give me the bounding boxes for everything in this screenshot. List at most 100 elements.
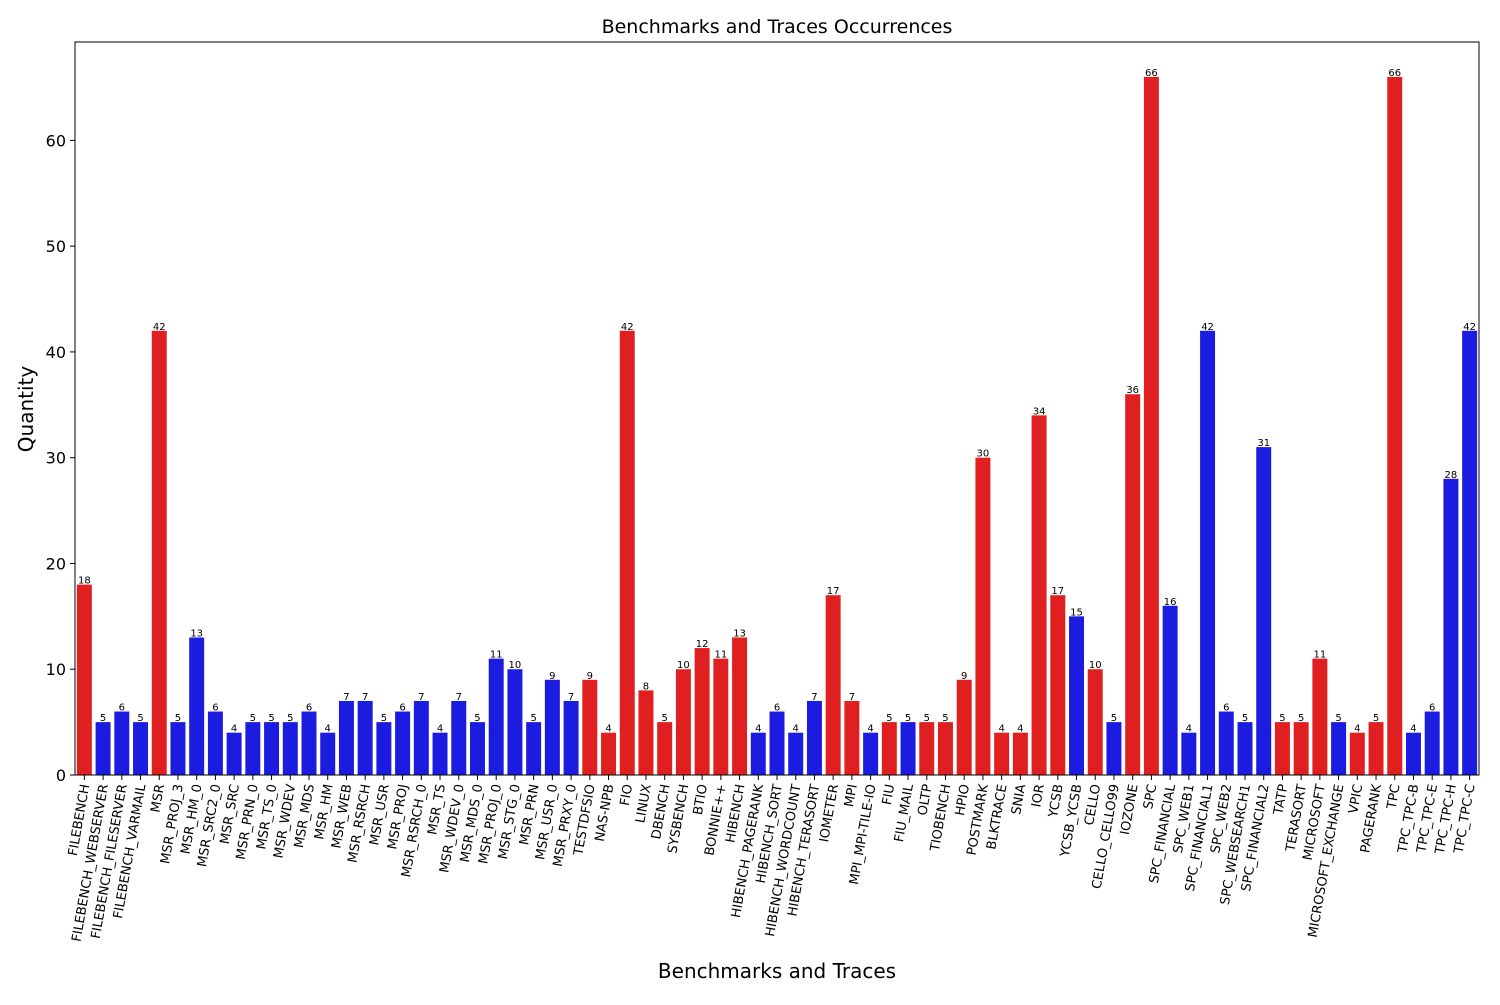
bar-value-label: 5 xyxy=(1111,713,1117,724)
bar xyxy=(1143,76,1159,775)
y-axis-ticks: 0 10 20 30 40 50 60 xyxy=(46,131,75,785)
bar-value-label: 5 xyxy=(1242,713,1248,724)
bar-value-label: 5 xyxy=(250,713,256,724)
bar-value-label: 4 xyxy=(793,724,799,735)
bar-value-label: 30 xyxy=(977,449,990,460)
bar xyxy=(788,732,804,775)
bar-value-label: 5 xyxy=(530,713,536,724)
bar xyxy=(732,637,748,775)
bar xyxy=(1200,330,1216,775)
bar-value-label: 4 xyxy=(605,724,611,735)
bar-value-label: 11 xyxy=(490,650,503,661)
bar xyxy=(95,722,111,775)
bar-value-label: 4 xyxy=(325,724,331,735)
bar xyxy=(413,700,429,775)
bar xyxy=(1106,722,1122,775)
bar xyxy=(151,330,167,775)
bar xyxy=(750,732,766,775)
y-tick-label: 30 xyxy=(46,449,66,468)
x-axis-ticks: FILEBENCHFILEBENCH_WEBSERVERFILEBENCH_FI… xyxy=(66,775,1479,943)
bar-value-label: 7 xyxy=(568,692,574,703)
bar-value-label: 5 xyxy=(100,713,106,724)
bar-value-label: 5 xyxy=(175,713,181,724)
bar xyxy=(207,711,223,775)
x-tick-label: CELLO xyxy=(1082,783,1104,827)
bar xyxy=(844,700,860,775)
bar xyxy=(713,658,729,775)
bar xyxy=(1050,595,1066,775)
bar xyxy=(1181,732,1197,775)
bar-value-label: 5 xyxy=(905,713,911,724)
x-tick-label: HPIO xyxy=(953,783,973,817)
bar-value-label: 7 xyxy=(343,692,349,703)
bar-value-label: 7 xyxy=(418,692,424,703)
bar-value-label: 13 xyxy=(733,628,746,639)
bar xyxy=(806,700,822,775)
x-axis-label: Benchmarks and Traces xyxy=(658,959,896,983)
bar xyxy=(1462,330,1478,775)
bar xyxy=(975,457,991,775)
bar xyxy=(1087,669,1103,775)
bar-value-label: 66 xyxy=(1145,68,1158,79)
bar xyxy=(956,679,972,775)
y-tick-label: 60 xyxy=(46,131,66,150)
bar-value-label: 4 xyxy=(1017,724,1023,735)
bar-value-label: 10 xyxy=(509,660,522,671)
x-tick-label: SPC xyxy=(1141,783,1160,810)
bar xyxy=(282,722,298,775)
bar xyxy=(1031,415,1047,775)
bar-value-label: 9 xyxy=(549,671,555,682)
bar-value-label: 7 xyxy=(456,692,462,703)
x-tick-label: MPI xyxy=(842,783,861,808)
bar xyxy=(1312,658,1328,775)
bar xyxy=(1237,722,1253,775)
bar-value-label: 18 xyxy=(78,576,91,587)
bar-value-label: 7 xyxy=(362,692,368,703)
bar xyxy=(301,711,317,775)
bar xyxy=(657,722,673,775)
bar-value-label: 7 xyxy=(849,692,855,703)
x-tick-label: OLTP xyxy=(915,783,935,817)
bar-value-label: 5 xyxy=(381,713,387,724)
x-tick-label: TPC xyxy=(1384,783,1403,811)
bar xyxy=(226,732,242,775)
bar-value-label: 6 xyxy=(1429,703,1435,714)
bar xyxy=(114,711,130,775)
bar-value-label: 9 xyxy=(961,671,967,682)
bar xyxy=(376,722,392,775)
bar xyxy=(619,330,635,775)
chart-title: Benchmarks and Traces Occurrences xyxy=(602,16,953,38)
bar-value-label: 5 xyxy=(137,713,143,724)
bar xyxy=(675,669,691,775)
x-tick-label: SNIA xyxy=(1009,783,1029,816)
bar xyxy=(170,722,186,775)
bar xyxy=(1349,732,1365,775)
bar-value-label: 36 xyxy=(1126,385,1139,396)
y-tick-label: 20 xyxy=(46,554,66,573)
bar-value-label: 11 xyxy=(714,650,727,661)
bar-value-label: 5 xyxy=(1373,713,1379,724)
bar-value-label: 5 xyxy=(942,713,948,724)
bar xyxy=(189,637,205,775)
bar xyxy=(1218,711,1234,775)
bar-value-label: 5 xyxy=(287,713,293,724)
bar-value-label: 4 xyxy=(755,724,761,735)
bar xyxy=(544,679,560,775)
bar-value-label: 5 xyxy=(1279,713,1285,724)
x-tick-label: FIU xyxy=(880,783,898,806)
bar xyxy=(488,658,504,775)
bar xyxy=(563,700,579,775)
bar-value-label: 4 xyxy=(867,724,873,735)
bar xyxy=(245,722,261,775)
bar-value-label: 42 xyxy=(153,322,166,333)
bar-value-label: 5 xyxy=(474,713,480,724)
bar-value-label: 5 xyxy=(268,713,274,724)
bar xyxy=(1069,616,1085,775)
bar xyxy=(1424,711,1440,775)
bar xyxy=(320,732,336,775)
y-tick-label: 0 xyxy=(56,766,66,785)
bar-value-label: 9 xyxy=(587,671,593,682)
bar xyxy=(469,722,485,775)
x-tick-label: FIO xyxy=(618,783,637,807)
